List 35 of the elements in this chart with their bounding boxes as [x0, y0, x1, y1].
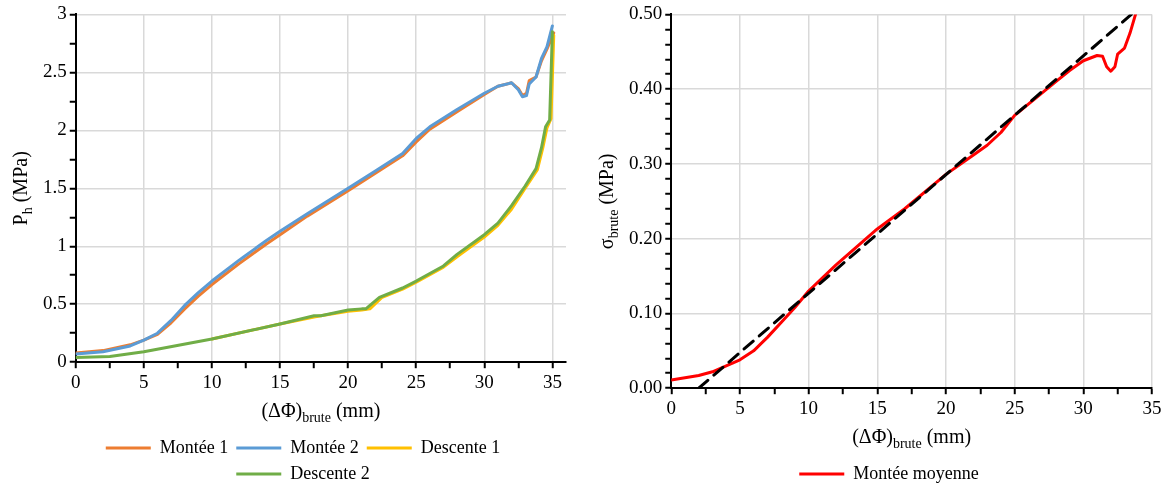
x-tick-label: 10 — [202, 370, 222, 392]
x-tick-label: 35 — [1142, 396, 1162, 418]
y-tick-label: 0.40 — [629, 77, 663, 99]
x-tick-label: 20 — [936, 396, 956, 418]
y-tick-label: 0 — [57, 350, 67, 372]
y-tick-label: 0.50 — [629, 2, 663, 24]
y-tick-label: 0.30 — [629, 151, 663, 173]
x-tick-label: 5 — [139, 370, 149, 392]
legend-label: Montée 2 — [290, 436, 359, 457]
x-tick-label: 35 — [542, 370, 562, 392]
y-tick-label: 2 — [57, 118, 67, 140]
legend-label: Descente 1 — [420, 436, 501, 457]
y-tick-label: 2.5 — [43, 60, 67, 82]
y-tick-label: 1.5 — [43, 176, 67, 198]
legend-label: Montée moyenne — [853, 462, 979, 483]
x-tick-label: 15 — [270, 370, 290, 392]
y-tick-label: 0.10 — [629, 301, 663, 323]
x-tick-label: 10 — [799, 396, 819, 418]
x-tick-label: 20 — [338, 370, 358, 392]
x-tick-label: 0 — [71, 370, 81, 392]
y-tick-label: 0.5 — [43, 292, 67, 314]
x-tick-label: 30 — [474, 370, 494, 392]
y-axis-title: σbrute (MPa) — [595, 153, 621, 250]
y-tick-label: 1 — [57, 234, 67, 256]
legend-label: Montée 1 — [159, 436, 229, 457]
x-tick-label: 25 — [406, 370, 426, 392]
y-tick-label: 3 — [57, 2, 67, 24]
y-tick-label: 0.00 — [629, 376, 663, 398]
x-tick-label: 15 — [867, 396, 887, 418]
y-tick-label: 0.20 — [629, 226, 663, 248]
y-axis-title: Ph (MPa) — [9, 151, 35, 226]
x-tick-label: 30 — [1073, 396, 1093, 418]
x-tick-label: 25 — [1005, 396, 1025, 418]
x-tick-label: 5 — [735, 396, 745, 418]
legend-label: Descente 2 — [290, 462, 370, 483]
